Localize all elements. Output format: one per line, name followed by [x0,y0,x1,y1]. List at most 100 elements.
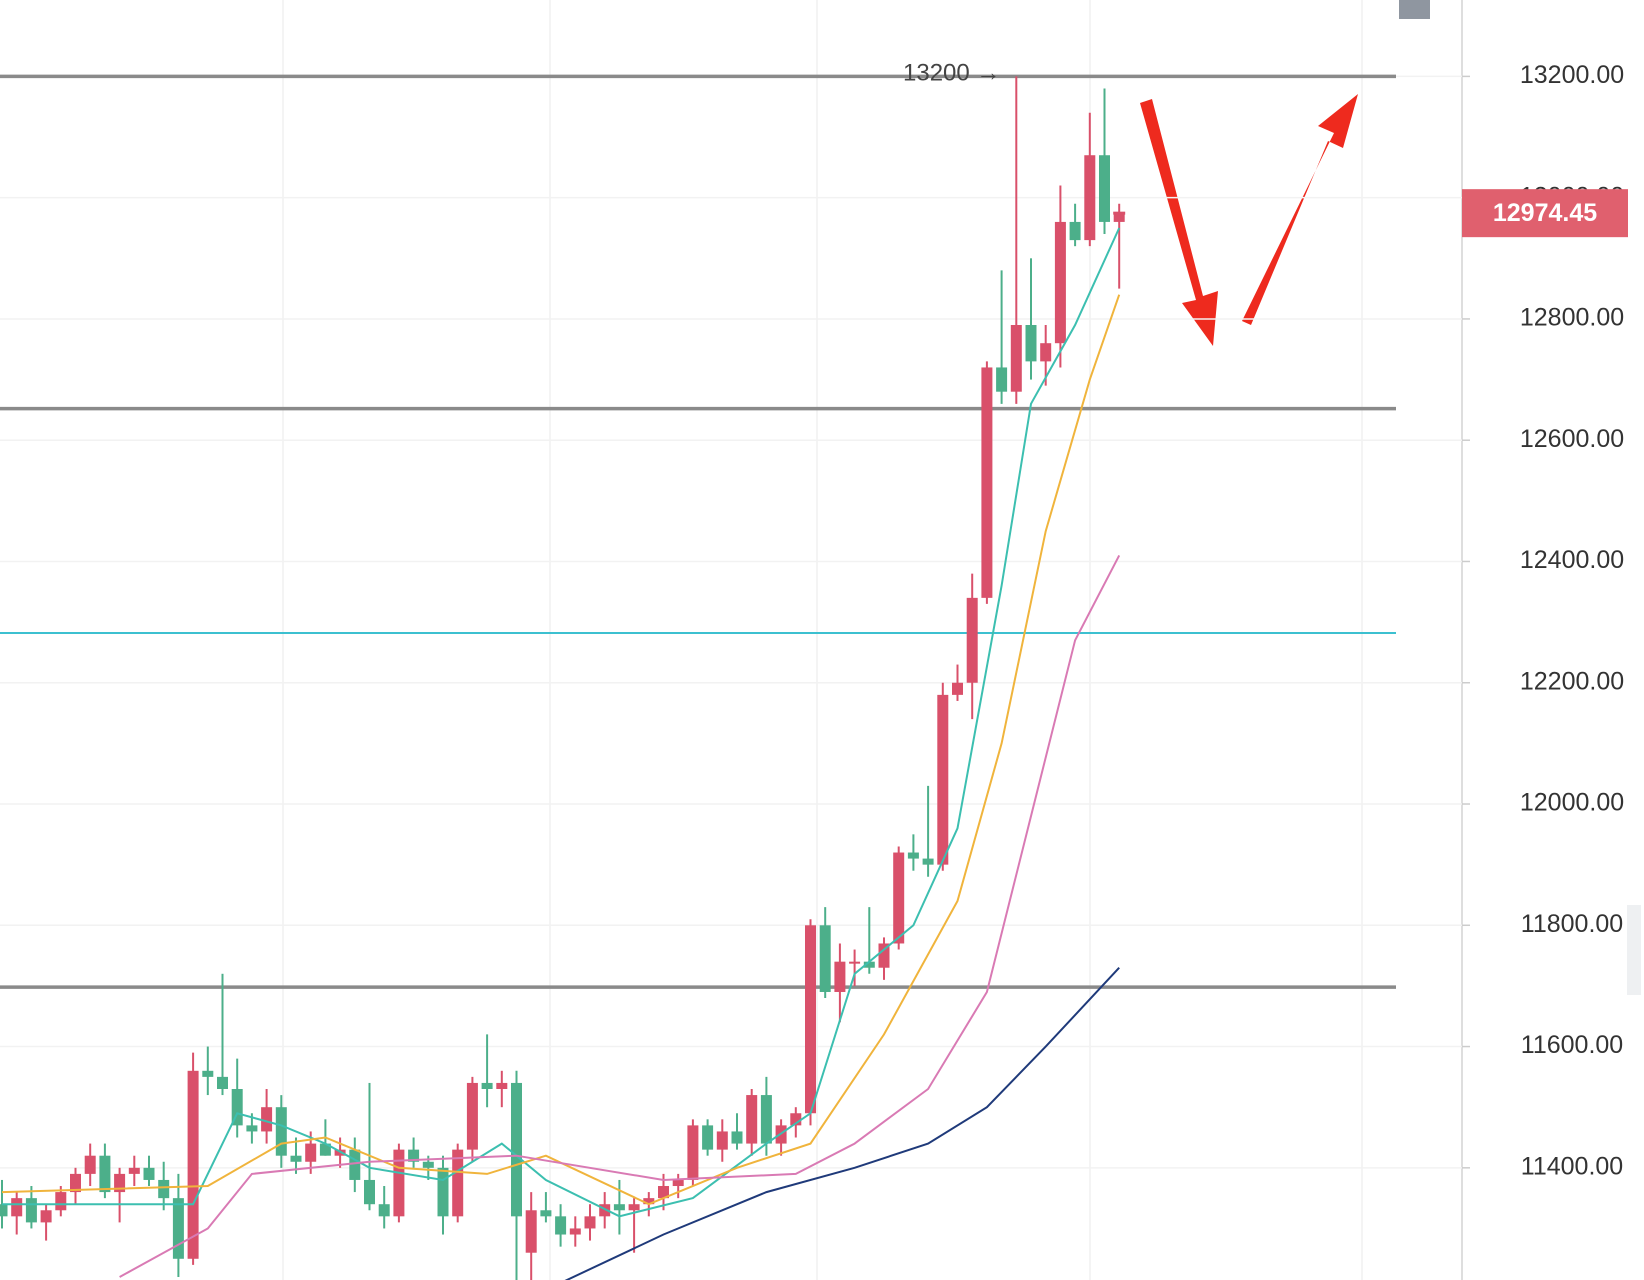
scroll-handle[interactable] [1627,905,1641,995]
candle-body [731,1131,743,1144]
moving-average [564,967,1120,1280]
candle-body [981,367,993,598]
candle-body [496,1082,508,1090]
candle-body [437,1167,449,1217]
candle-body [128,1167,140,1174]
candle-body [202,1070,214,1077]
candle-body [1099,155,1110,222]
candle-body [11,1198,23,1217]
candle-body [937,694,949,865]
candle-body [1025,325,1037,362]
candle-body [599,1204,611,1217]
candle-body [378,1204,390,1217]
last-price-label: 12974.45 [1493,199,1597,227]
candle-body [143,1167,155,1180]
annotation: 13200 → [903,60,1000,87]
candle-body [849,961,861,964]
candles [0,76,1125,1280]
moving-average [1,294,1121,1206]
candle-body [275,1107,287,1156]
candle-body [716,1131,728,1150]
candle-body [55,1192,67,1211]
y-tick-label: 13200.00 [1520,61,1624,89]
candle-body [261,1107,273,1132]
y-tick-label: 11600.00 [1521,1031,1623,1059]
vertical-grid [282,0,1363,1280]
candle-body [70,1173,81,1193]
candle-body [1084,155,1096,241]
moving-average [119,554,1121,1278]
candle-body [25,1198,37,1223]
candle-body [290,1155,302,1162]
candle-body [422,1161,434,1168]
candle-body [658,1186,669,1199]
candle-body [863,961,875,968]
y-tick-label: 12400.00 [1520,546,1624,574]
y-tick-label: 11800.00 [1521,910,1623,938]
candle-body [466,1082,478,1150]
candle-body [805,925,816,1114]
candle-body [555,1216,567,1235]
toolbar-icon[interactable] [1399,0,1430,19]
candle-body [0,1204,8,1217]
candle-body [172,1198,184,1259]
candle-body [246,1125,258,1132]
candle-body [790,1113,802,1126]
candle-body [158,1179,170,1199]
candle-body [364,1179,375,1205]
last-price-tag [1462,189,1628,238]
candle-body [84,1155,96,1174]
candle-body [643,1198,655,1205]
candle-body [760,1095,772,1144]
candle-body [996,367,1008,392]
candle-body [1010,325,1022,392]
candle-body [540,1210,552,1217]
y-tick-label: 12600.00 [1520,425,1624,453]
candle-body [819,925,831,992]
candle-body [231,1089,243,1126]
candle-body [305,1143,317,1162]
y-tick-label: 12800.00 [1520,304,1624,332]
y-tick-label: 12000.00 [1520,789,1624,817]
candle-body [40,1210,52,1223]
candle-body [907,852,919,859]
candle-body [511,1082,522,1217]
candle-body [966,597,978,683]
y-tick-label: 12200.00 [1520,667,1624,695]
candle-body [481,1082,493,1090]
candle-body [1113,213,1125,222]
moving-average [2,227,1121,1218]
candle-body [1054,221,1066,344]
y-tick-label: 11400.00 [1521,1152,1623,1180]
candle-body [569,1228,581,1235]
candle-body [217,1076,228,1090]
candle-body [452,1149,464,1217]
candle-body [349,1149,361,1180]
candle-body [952,682,963,695]
candle-body [702,1125,714,1150]
candle-body [1069,221,1081,241]
candle-body [408,1149,420,1162]
candle-body [672,1179,684,1187]
candle-body [393,1149,405,1217]
candle-body [187,1070,199,1259]
candle-body [922,858,934,865]
candle-body [114,1173,126,1193]
candle-body [687,1125,699,1180]
down-arrow [1140,99,1218,346]
candle-body [878,943,890,968]
candle-body [746,1095,758,1144]
candle-body [1040,343,1052,362]
candle-body [319,1143,331,1156]
annotation-arrows [1140,94,1358,346]
candle-body [893,852,905,944]
up-arrow [1242,94,1358,325]
candle-body [628,1204,640,1211]
candle-body [584,1216,596,1229]
candle-body [834,961,846,992]
candle-body [99,1155,111,1193]
candle-body [613,1204,625,1211]
candle-body [525,1210,537,1253]
